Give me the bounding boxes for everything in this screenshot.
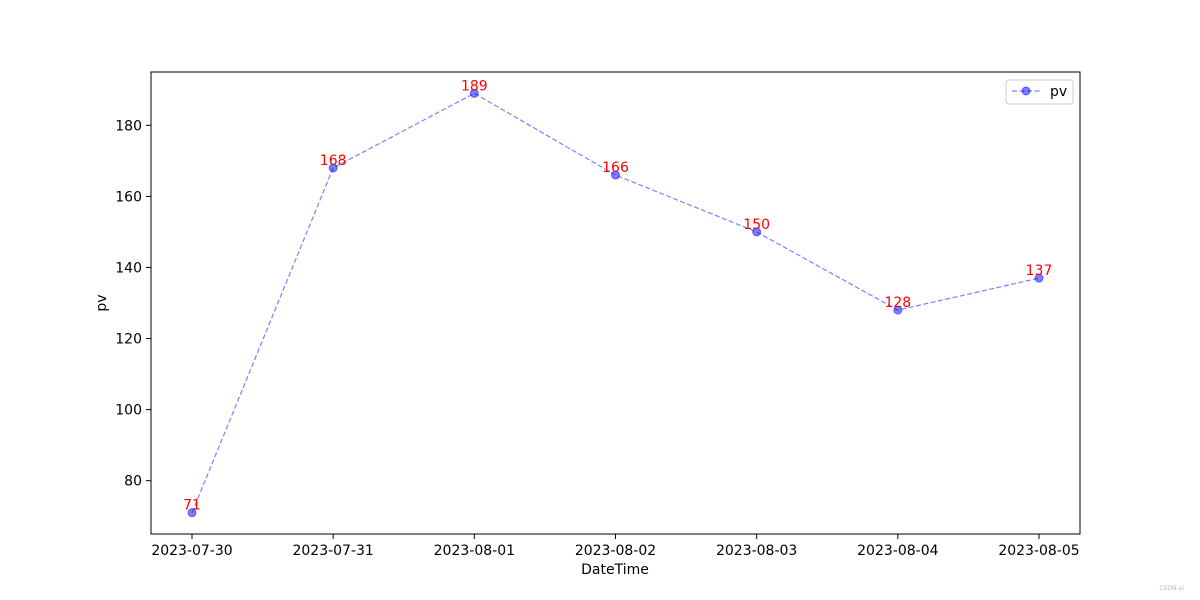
data-label: 189 (461, 78, 488, 94)
data-labels: 71 168 189 166 150 128 137 (183, 78, 1052, 513)
data-point (328, 163, 338, 173)
legend-marker (1021, 86, 1031, 96)
data-label: 128 (884, 295, 911, 311)
data-point (893, 305, 903, 315)
legend-box (1005, 79, 1074, 105)
x-tick-label: 2023-07-30 (151, 543, 232, 559)
x-axis-label: DateTime (581, 562, 649, 578)
legend-label: pv (1050, 84, 1067, 100)
x-tick-label: 2023-08-05 (998, 543, 1079, 559)
data-label: 71 (183, 498, 201, 514)
data-point (752, 227, 762, 237)
x-tick-label: 2023-08-03 (716, 543, 797, 559)
legend: pv (1005, 79, 1074, 105)
data-point (187, 508, 197, 518)
data-label: 137 (1026, 263, 1053, 279)
y-tick-label: 160 (115, 189, 142, 205)
data-point (469, 88, 479, 98)
x-tick-label: 2023-08-04 (857, 543, 938, 559)
watermark: CSDN-ai (1159, 585, 1184, 592)
y-axis: 80 100 120 140 160 180 (115, 118, 151, 490)
x-tick-label: 2023-08-01 (434, 543, 515, 559)
y-tick-label: 100 (115, 403, 142, 419)
data-label: 168 (320, 153, 347, 169)
x-axis: 2023-07-30 2023-07-31 2023-08-01 2023-08-02… (151, 534, 1080, 559)
x-tick-label: 2023-07-31 (292, 543, 373, 559)
y-axis-label: pv (94, 294, 110, 311)
y-tick-label: 180 (115, 118, 142, 134)
data-point (1034, 273, 1044, 283)
data-point (611, 170, 620, 180)
series-layer (187, 88, 1044, 518)
data-label: 166 (602, 160, 629, 176)
y-tick-label: 140 (115, 260, 142, 276)
y-tick-label: 120 (115, 332, 142, 348)
x-tick-label: 2023-08-02 (575, 543, 656, 559)
y-tick-label: 80 (124, 474, 142, 490)
data-label: 150 (743, 217, 770, 233)
